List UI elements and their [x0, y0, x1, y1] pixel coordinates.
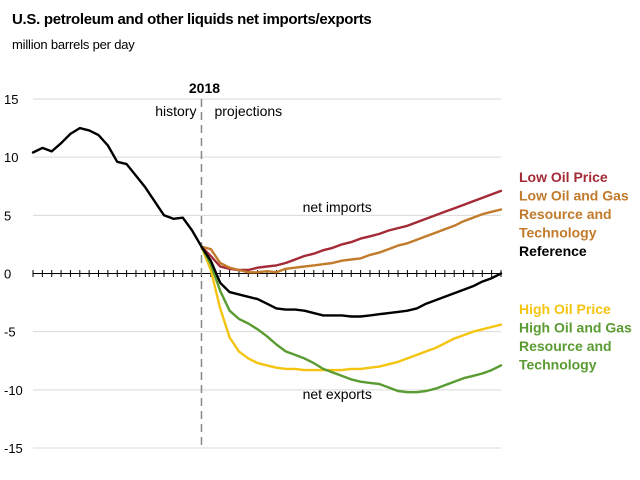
y-tick-label: 0: [4, 267, 11, 282]
chart-subtitle: million barrels per day: [12, 37, 135, 52]
legend-entry: High Oil Price: [519, 301, 611, 317]
legend-entry: Low Oil Price: [519, 169, 608, 185]
series-lines: [31, 126, 503, 394]
x-axis: [32, 270, 502, 277]
series-line-reference: [31, 126, 503, 318]
legend-entry: Technology: [519, 357, 597, 373]
series-line-low-oil-price: [200, 189, 503, 272]
legend-entry: High Oil and Gas: [519, 320, 632, 336]
projections-label: projections: [214, 103, 282, 119]
legend-entry: Resource and: [519, 206, 612, 222]
annotations: net imports net exports: [303, 199, 372, 402]
y-tick-label: -15: [4, 441, 23, 456]
divider-year-label: 2018: [189, 80, 220, 96]
y-tick-label: 10: [4, 150, 18, 165]
legend-entry: Low Oil and Gas: [519, 188, 629, 204]
y-tick-label: 5: [4, 208, 11, 223]
series-line-low-oil-and-gas-resource-and-technology: [200, 208, 503, 274]
legend-entry: Resource and: [519, 338, 612, 354]
annotation-net-exports: net exports: [303, 386, 372, 402]
legend: Low Oil Price Low Oil and Gas Resource and…: [519, 169, 632, 373]
grid-lines: [33, 98, 501, 449]
annotation-net-imports: net imports: [303, 199, 372, 215]
projection-divider: 2018 history projections: [155, 80, 282, 449]
y-tick-label: -5: [4, 325, 16, 340]
y-tick-label: -10: [4, 383, 23, 398]
y-axis: 15 10 5 0 -5 -10 -15: [4, 92, 23, 456]
legend-entry: Reference: [519, 243, 587, 259]
chart-title: U.S. petroleum and other liquids net imp…: [12, 11, 372, 28]
legend-entry: Technology: [519, 225, 597, 241]
series-line-high-oil-and-gas-resource-and-technology: [200, 245, 503, 394]
history-label: history: [155, 103, 196, 119]
y-tick-label: 15: [4, 92, 18, 107]
series-line-high-oil-price: [200, 245, 503, 372]
